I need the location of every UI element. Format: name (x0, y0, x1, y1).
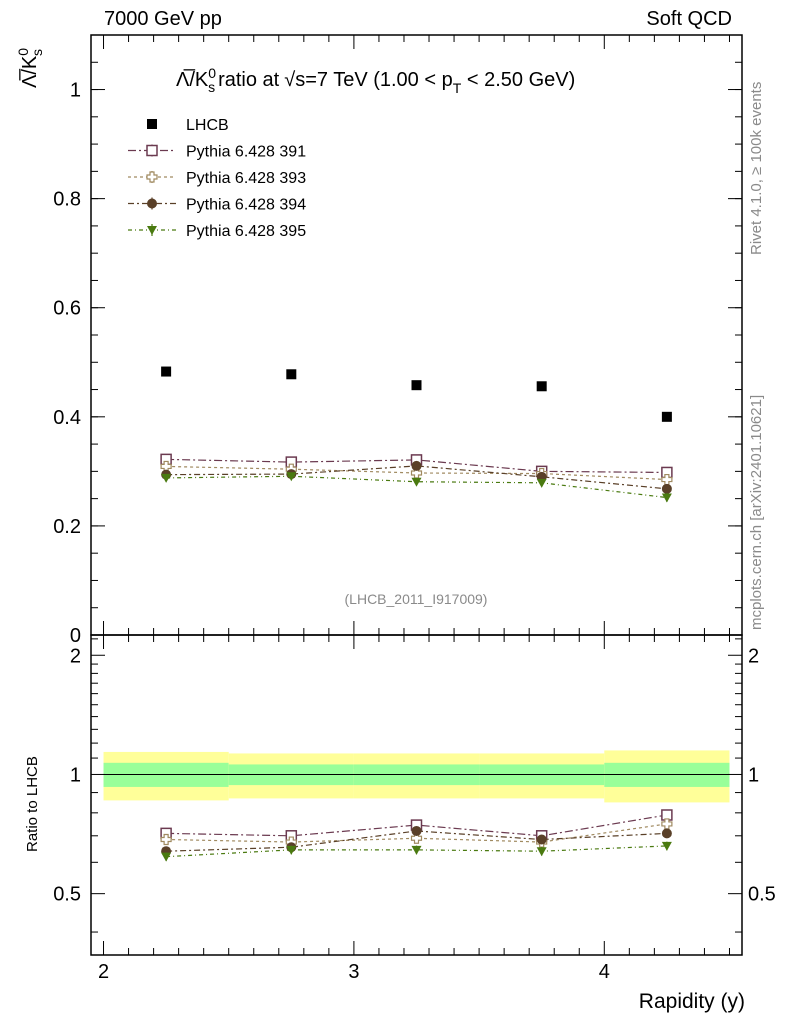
ratio-point-3-2 (411, 845, 422, 855)
legend-marker-1 (146, 144, 158, 157)
series-line-1 (166, 458, 667, 474)
legend-label-4: Pythia 6.428 395 (186, 223, 306, 240)
point-0-2 (411, 380, 422, 391)
mcplots-label: mcplots.cern.ch [arXiv:2401.10621] (748, 394, 765, 630)
legend-label-1: Pythia 6.428 391 (186, 144, 306, 161)
point-4-2 (411, 477, 422, 487)
legend-label-2: Pythia 6.428 393 (186, 170, 306, 187)
analysis-tag: (LHCB_2011_I917009) (345, 591, 488, 607)
x-tick-label-1: 3 (348, 961, 359, 983)
point-4-4 (661, 493, 672, 503)
point-0-4 (661, 411, 672, 422)
y-tick-label-3: 0.6 (53, 298, 81, 320)
rivet-label: Rivet 4.1.0, ≥ 100k events (748, 81, 765, 255)
x-tick-label-0: 2 (98, 961, 109, 983)
ratio-y-tick-label-1: 1 (70, 764, 81, 786)
legend-label-3: Pythia 6.428 394 (186, 197, 306, 214)
point-0-1 (286, 369, 297, 380)
ratio-point-2-3 (536, 834, 547, 845)
ratio-point-2-4 (661, 828, 672, 839)
y-axis-label-ratio: Ratio to LHCB (24, 756, 41, 852)
ratio-point-1-2 (410, 832, 423, 844)
ratio-point-3-4 (661, 841, 672, 851)
point-0-0 (161, 366, 172, 377)
point-3-2 (411, 460, 422, 471)
ratio-y-tick-label-0: 0.5 (53, 884, 81, 906)
ratio-frame (90, 634, 743, 956)
header-right: Soft QCD (646, 8, 732, 30)
y-tick-label-1: 0.2 (53, 516, 81, 538)
y-tick-label-5: 1 (70, 80, 81, 102)
series-main (160, 366, 673, 503)
point-3-4 (661, 483, 672, 494)
point-4-1 (286, 472, 297, 482)
axis-ticks: 0 0.2 0.4 0.6 0.8 1 2 3 4 0.5 0.5 1 1 2 2 (53, 35, 776, 983)
y-axis-label-main: Λ̅/K0s (15, 48, 45, 88)
chart-title: Λ̅/K0 s ratio at √s=7 TeV (1.00 < pT < 2.50… (176, 65, 575, 96)
ratio-y-tick-label-r-0: 0.5 (748, 884, 776, 906)
series-ratio (160, 809, 673, 862)
point-0-3 (536, 381, 547, 392)
ratio-point-2-2 (411, 825, 422, 836)
legend: LHCB Pythia 6.428 391 Pythia 6.428 393 Pyth… (128, 117, 306, 240)
legend-marker-2 (146, 171, 158, 183)
y-tick-label-0: 0 (70, 625, 81, 647)
ratio-y-tick-label-r-1: 1 (748, 764, 759, 786)
legend-marker-0 (147, 119, 157, 129)
ratio-band (103, 750, 730, 803)
legend-label-0: LHCB (186, 117, 229, 134)
ratio-line-0 (166, 814, 667, 837)
header-left: 7000 GeV pp (104, 8, 222, 30)
y-tick-label-2: 0.4 (53, 407, 81, 429)
x-axis-label: Rapidity (y) (639, 990, 745, 1013)
x-tick-label-2: 4 (599, 961, 610, 983)
legend-marker-4 (147, 226, 157, 235)
ratio-point-3-0 (161, 852, 172, 862)
point-4-3 (536, 478, 547, 488)
y-tick-label-4: 0.8 (53, 189, 81, 211)
ratio-point-3-3 (536, 847, 547, 857)
point-4-0 (161, 473, 172, 483)
ratio-point-3-1 (286, 845, 297, 855)
ratio-y-tick-label-2: 2 (70, 645, 81, 667)
legend-marker-3 (147, 198, 157, 209)
ratio-y-tick-label-r-2: 2 (748, 645, 759, 667)
ratio-point-1-0 (160, 833, 172, 846)
